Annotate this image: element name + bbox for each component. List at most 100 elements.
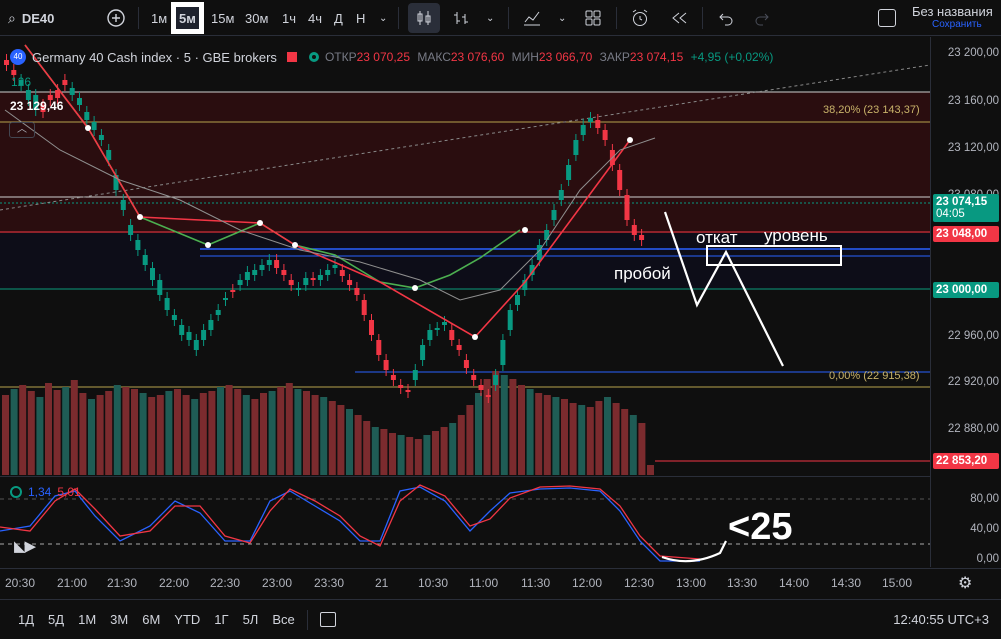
- chart-type-dropdown[interactable]: ⌄: [486, 0, 494, 36]
- timeframe-5m[interactable]: 5м: [171, 2, 204, 34]
- timeframe-label: 1м: [151, 10, 168, 26]
- pivot-point: [292, 242, 298, 248]
- clock[interactable]: 12:40:55 UTC+3: [893, 612, 989, 627]
- osc-hand-annotation: [661, 540, 727, 563]
- candle-body: [588, 118, 593, 122]
- toolbar-divider: [306, 609, 308, 630]
- oscillator-svg: [0, 484, 930, 563]
- market-status-icon: [308, 52, 319, 62]
- osc-tick: 0,00: [976, 553, 999, 565]
- flag-icon[interactable]: [286, 52, 297, 62]
- undo-button[interactable]: [716, 0, 734, 36]
- range-3m[interactable]: 3М: [110, 612, 129, 627]
- candles-chart-type-button[interactable]: [408, 3, 440, 33]
- time-tick: 12:00: [572, 576, 603, 590]
- candle-body: [536, 245, 542, 260]
- volume-bar: [414, 439, 422, 475]
- volume-bar: [647, 465, 654, 475]
- level-box-annotation: [706, 245, 842, 266]
- timeframe-15m[interactable]: 15м: [211, 0, 234, 36]
- range-5d[interactable]: 5Д: [48, 612, 65, 627]
- timeframe-1h[interactable]: 1ч: [282, 0, 296, 36]
- range-ytd[interactable]: YTD: [174, 612, 201, 627]
- candle-body: [551, 210, 557, 220]
- volume-bar: [552, 397, 560, 475]
- candle-body: [150, 268, 155, 280]
- range-6m[interactable]: 6М: [142, 612, 161, 627]
- time-tick: 10:30: [418, 576, 449, 590]
- candles-icon: [417, 11, 431, 25]
- price-chart-svg: [0, 44, 930, 475]
- layout-checkbox[interactable]: [878, 0, 896, 36]
- volume-bar: [88, 399, 95, 475]
- volume-bar: [380, 429, 388, 475]
- candle-body: [580, 125, 586, 135]
- search-icon: ⌕: [8, 9, 16, 26]
- oscillator-pane[interactable]: 1,34 5,01 ◣▶ <25: [0, 476, 930, 568]
- volume-bar: [139, 393, 147, 475]
- square-icon: [878, 9, 896, 27]
- timeframe-day[interactable]: Д: [334, 0, 343, 36]
- date-range-icon[interactable]: [319, 612, 336, 627]
- symbol-search[interactable]: ⌕ DE40: [8, 0, 54, 36]
- symbol-label: DE40: [21, 10, 55, 26]
- bar-chart-type-button[interactable]: [452, 0, 470, 36]
- undo-icon: [719, 13, 733, 26]
- timeframe-4h[interactable]: 4ч: [308, 0, 322, 36]
- level-tag-22853: 22 853,20: [933, 453, 999, 469]
- pivot-point: [257, 220, 263, 226]
- candle-body: [317, 275, 323, 280]
- candle-body: [164, 298, 170, 310]
- time-tick: 11:00: [469, 576, 499, 590]
- volume-bar: [260, 393, 267, 475]
- range-5y[interactable]: 5Л: [242, 612, 259, 627]
- timeframe-1m[interactable]: 1м: [151, 0, 167, 36]
- layout-name-button[interactable]: Без названия Сохранить: [912, 0, 993, 36]
- pivot-point: [412, 285, 418, 291]
- candle-body: [296, 288, 301, 290]
- candle-body: [442, 322, 447, 325]
- timeframe-week[interactable]: Н: [356, 0, 365, 36]
- redo-button[interactable]: [754, 0, 772, 36]
- candle-body: [193, 340, 199, 350]
- range-1m[interactable]: 1М: [78, 612, 97, 627]
- candle-body: [84, 112, 90, 120]
- layouts-button[interactable]: [584, 0, 602, 36]
- time-tick: 22:00: [159, 576, 190, 590]
- candle-body: [369, 320, 374, 335]
- level-tag-23048: 23 048,00: [933, 226, 999, 242]
- range-1y[interactable]: 1Г: [214, 612, 229, 627]
- time-tick: 21:30: [107, 576, 138, 590]
- candle-body: [420, 345, 426, 360]
- range-1d[interactable]: 1Д: [18, 612, 35, 627]
- volume-bar: [337, 405, 345, 475]
- compare-add-button[interactable]: [106, 0, 126, 36]
- volume-bar: [543, 395, 551, 475]
- volume-bar: [526, 389, 534, 475]
- range-all[interactable]: Все: [272, 612, 295, 627]
- volume-bar: [440, 427, 448, 475]
- price-axis[interactable]: 23 200,00 23 160,00 23 120,00 23 080,00 …: [930, 37, 1001, 567]
- volume-bar: [629, 415, 637, 475]
- timeframe-dropdown[interactable]: ⌄: [379, 0, 387, 36]
- collapse-legend-button[interactable]: ︿: [9, 122, 35, 138]
- candle-body: [624, 195, 630, 220]
- candle-body: [113, 175, 119, 190]
- candle-body: [230, 290, 236, 292]
- alert-button[interactable]: [630, 0, 650, 36]
- replay-button[interactable]: [670, 0, 688, 36]
- timeframe-label: Д: [334, 10, 343, 26]
- candle-body: [332, 265, 338, 268]
- time-axis[interactable]: 20:30 21:00 21:30 22:00 22:30 23:00 23:3…: [0, 568, 1001, 598]
- volume-bar: [268, 391, 276, 475]
- indicators-button[interactable]: [522, 0, 542, 36]
- timeframe-30m[interactable]: 30м: [245, 0, 268, 36]
- eye-icon[interactable]: [10, 486, 22, 498]
- time-tick: 20:30: [5, 576, 36, 590]
- pivot-point: [85, 125, 91, 131]
- settings-gear-icon[interactable]: ⚙: [958, 575, 973, 592]
- main-chart-pane[interactable]: [0, 37, 930, 475]
- level-tag-23000: 23 000,00: [933, 282, 999, 298]
- top-toolbar: ⌕ DE40 1м 5м 15м 30м 1ч 4ч Д Н ⌄ ⌄ ⌄ Бе: [0, 0, 1001, 36]
- indicators-dropdown[interactable]: ⌄: [558, 0, 566, 36]
